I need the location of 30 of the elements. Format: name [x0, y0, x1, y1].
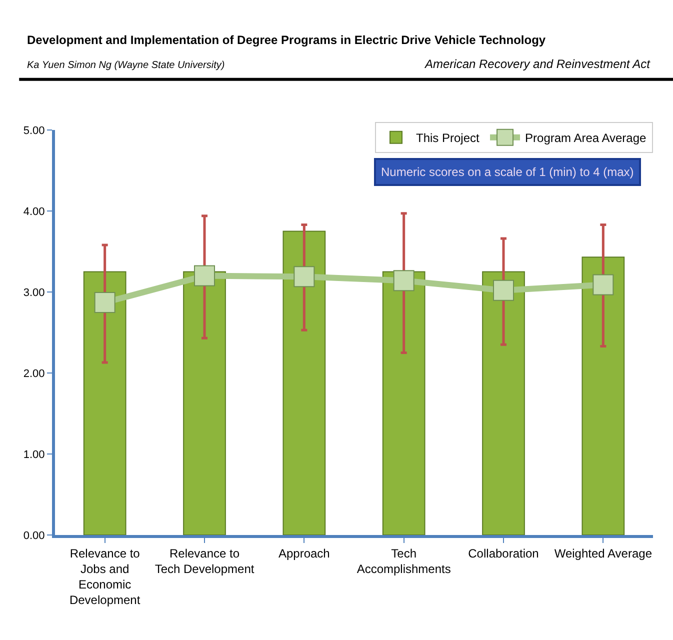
bar [83, 271, 126, 535]
text: American Recovery and Reinvestment Act [424, 57, 651, 71]
point [393, 270, 414, 292]
y-tick-label: 0.00 [23, 530, 45, 542]
bar [482, 271, 525, 535]
point [194, 265, 215, 286]
bar [582, 256, 625, 535]
x-tick-label: Approach [278, 546, 330, 560]
bar [382, 271, 426, 535]
point [592, 274, 614, 296]
y-tick-label: 1.00 [23, 448, 45, 461]
x-tick-label: Collaboration [468, 546, 539, 560]
bar [282, 230, 326, 535]
x-tick-label: Weighted Average [554, 546, 652, 560]
x-tick-label: Relevance to Tech Development [154, 546, 255, 576]
bar [183, 271, 226, 535]
point [493, 280, 514, 301]
legend-label: Program Area Average [525, 131, 647, 146]
x-tick-label: Relevance to Jobs and Economic Development [69, 546, 141, 608]
y-tick-label: 2.00 [23, 368, 45, 380]
y-tick-label: 4.00 [23, 206, 45, 218]
legend-label: This Project [416, 131, 480, 146]
y-tick-label: 5.00 [23, 124, 45, 137]
point [94, 292, 116, 314]
x-tick-label: Tech Accomplishments [356, 546, 451, 576]
point [294, 266, 315, 288]
chart-subtitle: Ka Yuen Simon Ng (Wayne State University) [27, 60, 225, 71]
annotation: Numeric scores on a scale of 1 (min) to 4 (max) [381, 165, 634, 179]
chart-title: Development and Implementation of Degree Programs in Electric Drive Vehicle Technology [27, 33, 546, 47]
y-tick-label: 3.00 [23, 286, 45, 299]
